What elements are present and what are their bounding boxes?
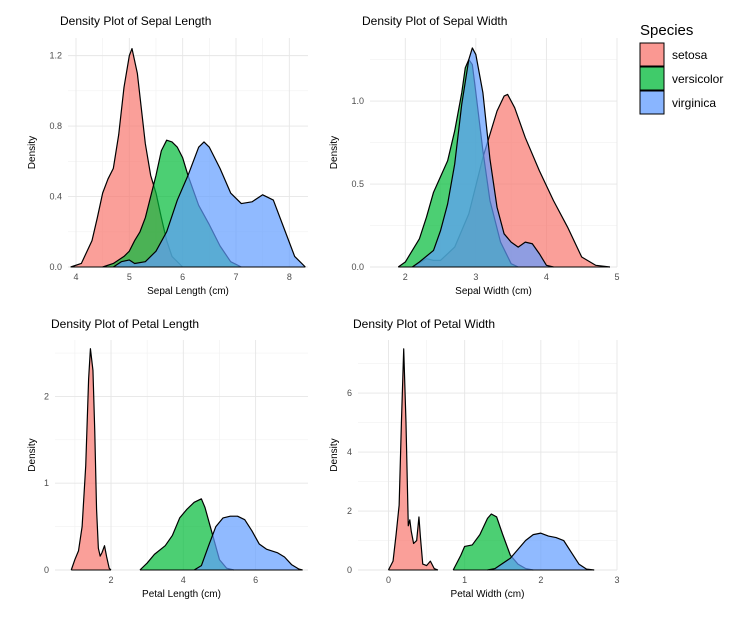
- x-axis-label: Sepal Length (cm): [147, 286, 229, 297]
- y-axis-label: Density: [27, 438, 38, 471]
- x-tick-label: 2: [109, 575, 114, 585]
- legend-label-setosa: setosa: [672, 48, 708, 62]
- legend-swatch-versicolor: [639, 66, 665, 91]
- x-tick-label: 2: [538, 575, 543, 585]
- y-tick-label: 0.8: [49, 121, 62, 131]
- x-tick-label: 4: [181, 575, 186, 585]
- chart-title: Density Plot of Sepal Width: [362, 14, 507, 28]
- density-line-virginica: [487, 532, 595, 571]
- x-tick-label: 8: [287, 272, 292, 282]
- y-axis-label: Density: [329, 136, 340, 169]
- x-tick-label: 3: [614, 575, 619, 585]
- x-tick-label: 0: [386, 575, 391, 585]
- density-area-virginica: [113, 141, 306, 267]
- x-tick-label: 3: [473, 272, 478, 282]
- x-tick-label: 4: [544, 272, 549, 282]
- y-tick-label: 1.0: [351, 96, 364, 106]
- x-axis-label: Petal Width (cm): [451, 589, 525, 600]
- density-line-setosa: [70, 348, 112, 571]
- x-axis-label: Petal Length (cm): [142, 589, 221, 600]
- legend-label-virginica: virginica: [672, 96, 716, 110]
- density-line-setosa: [387, 348, 439, 571]
- y-tick-label: 2: [347, 506, 352, 516]
- y-tick-label: 6: [347, 388, 352, 398]
- legend-swatch-virginica: [639, 90, 665, 115]
- x-tick-label: 6: [180, 272, 185, 282]
- legend: Species setosa versicolor virginica: [639, 22, 723, 115]
- x-tick-label: 1: [462, 575, 467, 585]
- y-axis-label: Density: [27, 136, 38, 169]
- density-area-setosa: [388, 348, 438, 570]
- density-area-setosa: [71, 348, 112, 570]
- y-tick-label: 0.0: [49, 262, 62, 272]
- x-tick-label: 7: [233, 272, 238, 282]
- panel-sepal-width: 2 3 4 5 0.0 0.5 1.0 Density Plot of Sepal Width…: [329, 14, 620, 297]
- density-line-virginica: [193, 515, 303, 571]
- x-tick-label: 5: [127, 272, 132, 282]
- legend-title: Species: [640, 22, 693, 39]
- chart-title: Density Plot of Sepal Length: [60, 14, 211, 28]
- density-area-setosa: [412, 94, 610, 267]
- x-tick-label: 6: [253, 575, 258, 585]
- x-tick-label: 2: [403, 272, 408, 282]
- x-tick-label: 4: [73, 272, 78, 282]
- density-line-virginica: [411, 47, 554, 268]
- chart-title: Density Plot of Petal Width: [353, 317, 495, 331]
- y-tick-label: 0: [44, 565, 49, 575]
- density-line-virginica: [112, 141, 306, 268]
- chart-title: Density Plot of Petal Length: [51, 317, 199, 331]
- y-tick-label: 0: [347, 565, 352, 575]
- x-axis-label: Sepal Width (cm): [455, 286, 532, 297]
- panel-sepal-length: 4 5 6 7 8 0.0 0.4 0.8 1.2 Density Plot of Sepal L…: [27, 14, 308, 297]
- y-tick-label: 2: [44, 391, 49, 401]
- panel-petal-width: 0 1 2 3 0 2 4 6 Density Plot of Petal Width Petal…: [329, 317, 620, 600]
- panel-petal-length: 2 4 6 0 1 2 Density Plot of Petal Length Petal …: [27, 317, 308, 600]
- density-area-virginica: [194, 516, 303, 570]
- x-tick-label: 5: [614, 272, 619, 282]
- y-tick-label: 1: [44, 478, 49, 488]
- density-area-virginica: [487, 533, 595, 570]
- density-area-virginica: [412, 47, 554, 268]
- y-tick-label: 0.0: [351, 262, 364, 272]
- y-tick-label: 4: [347, 447, 352, 457]
- density-area-versicolor: [453, 513, 534, 570]
- y-tick-label: 0.4: [49, 192, 62, 202]
- legend-label-versicolor: versicolor: [672, 72, 723, 86]
- y-tick-label: 0.5: [351, 179, 364, 189]
- y-axis-label: Density: [329, 438, 340, 471]
- y-tick-label: 1.2: [49, 51, 62, 61]
- legend-swatch-setosa: [639, 42, 665, 67]
